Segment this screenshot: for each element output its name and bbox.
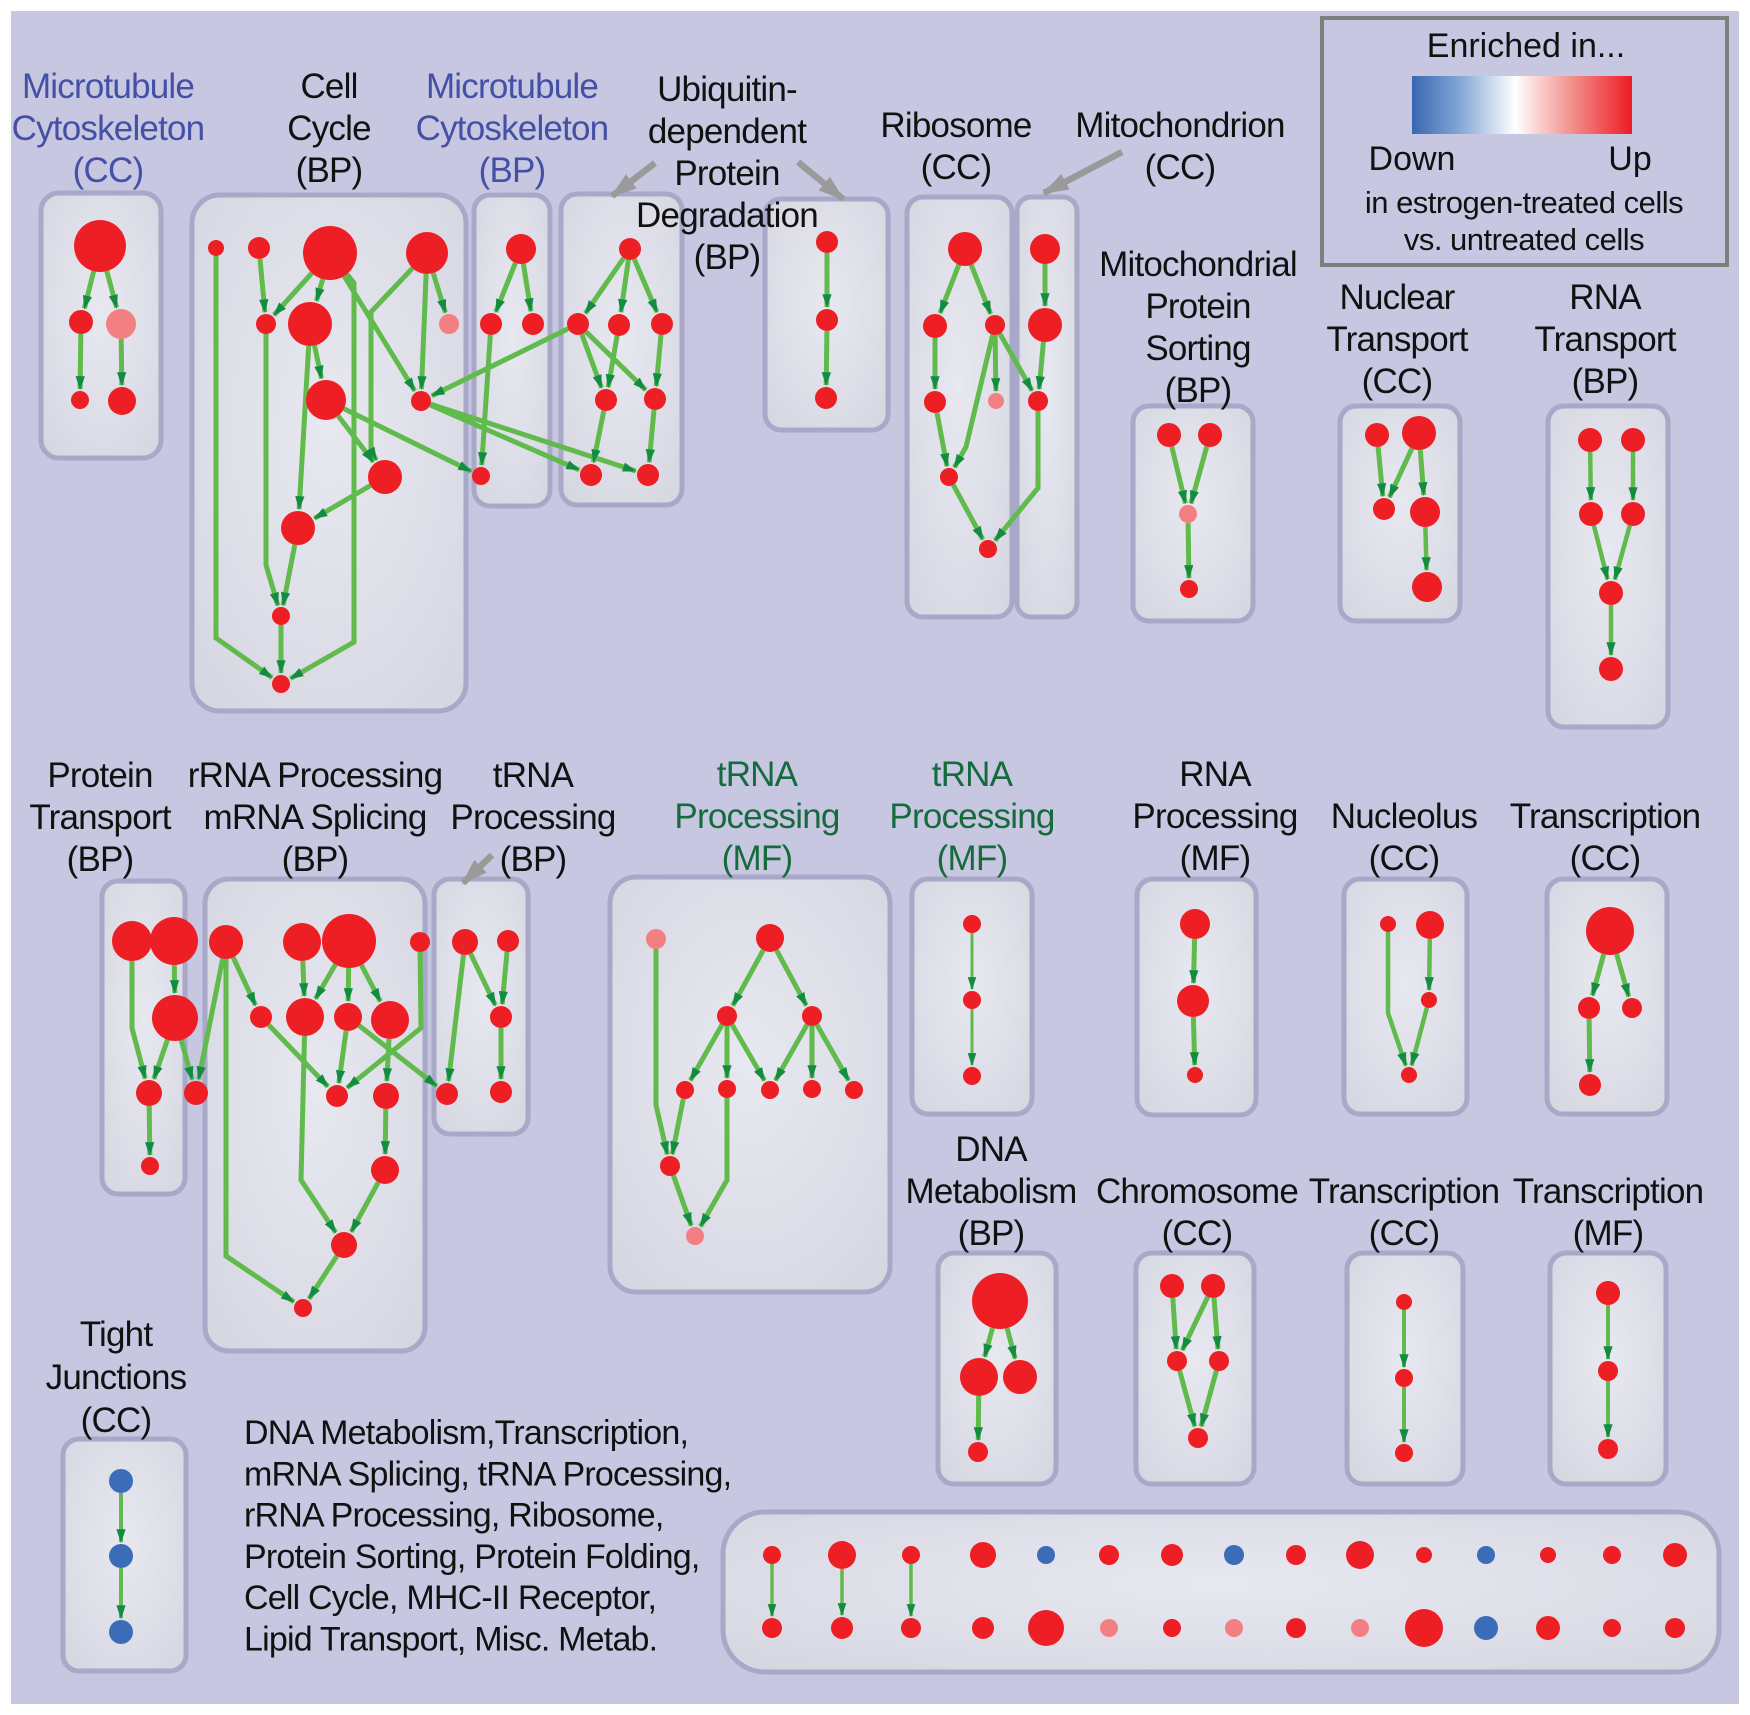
svg-text:Degradation: Degradation: [636, 196, 818, 235]
svg-text:(CC): (CC): [1369, 839, 1440, 878]
svg-text:dependent: dependent: [648, 112, 807, 151]
svg-text:(MF): (MF): [937, 839, 1008, 878]
svg-text:tRNA: tRNA: [932, 755, 1014, 794]
svg-text:Nucleolus: Nucleolus: [1331, 797, 1478, 836]
svg-text:Transcription: Transcription: [1513, 1172, 1704, 1211]
svg-text:(BP): (BP): [694, 238, 761, 277]
svg-text:Protein: Protein: [47, 756, 152, 795]
svg-text:(BP): (BP): [958, 1214, 1025, 1253]
svg-text:Microtubule: Microtubule: [426, 67, 598, 106]
svg-text:(CC): (CC): [1362, 362, 1433, 401]
svg-text:rRNA Processing: rRNA Processing: [188, 756, 442, 795]
svg-text:Up: Up: [1608, 140, 1651, 178]
svg-text:(BP): (BP): [1572, 362, 1639, 401]
svg-text:(CC): (CC): [1145, 148, 1216, 187]
svg-text:Metabolism: Metabolism: [906, 1172, 1077, 1211]
svg-text:(BP): (BP): [479, 151, 546, 190]
svg-text:(CC): (CC): [921, 148, 992, 187]
svg-text:(BP): (BP): [500, 840, 567, 879]
svg-text:(BP): (BP): [282, 840, 349, 879]
svg-text:Mitochondrion: Mitochondrion: [1075, 106, 1284, 145]
svg-text:DNA: DNA: [955, 1130, 1028, 1169]
svg-text:Mitochondrial: Mitochondrial: [1099, 245, 1297, 284]
svg-text:Processing: Processing: [674, 797, 839, 836]
svg-text:Sorting: Sorting: [1145, 329, 1250, 368]
svg-text:Processing: Processing: [889, 797, 1054, 836]
svg-text:mRNA Splicing, tRNA Processing: mRNA Splicing, tRNA Processing,: [244, 1455, 731, 1493]
svg-text:(CC): (CC): [1570, 839, 1641, 878]
svg-text:Down: Down: [1369, 140, 1456, 178]
svg-text:Transport: Transport: [1534, 320, 1676, 359]
svg-text:Cytoskeleton: Cytoskeleton: [12, 109, 205, 148]
svg-text:Cytoskeleton: Cytoskeleton: [416, 109, 609, 148]
svg-text:(CC): (CC): [81, 1401, 152, 1440]
svg-text:Cycle: Cycle: [287, 109, 371, 148]
svg-text:Chromosome: Chromosome: [1096, 1172, 1298, 1211]
svg-text:Ribosome: Ribosome: [880, 106, 1031, 145]
svg-text:Transport: Transport: [29, 798, 171, 837]
svg-text:Tight: Tight: [80, 1315, 154, 1354]
svg-text:(MF): (MF): [1180, 839, 1251, 878]
svg-text:Protein Sorting, Protein Foldi: Protein Sorting, Protein Folding,: [244, 1538, 700, 1576]
svg-text:Protein: Protein: [1145, 287, 1250, 326]
svg-text:(MF): (MF): [1573, 1214, 1644, 1253]
svg-text:Enriched in...: Enriched in...: [1427, 27, 1625, 65]
svg-text:tRNA: tRNA: [717, 755, 799, 794]
svg-text:rRNA Processing, Ribosome,: rRNA Processing, Ribosome,: [244, 1497, 663, 1535]
svg-text:Processing: Processing: [450, 798, 615, 837]
svg-text:Junctions: Junctions: [46, 1358, 187, 1397]
svg-text:(CC): (CC): [1162, 1214, 1233, 1253]
svg-text:(BP): (BP): [67, 840, 134, 879]
svg-text:mRNA Splicing: mRNA Splicing: [203, 798, 426, 837]
svg-text:DNA Metabolism,Transcription,: DNA Metabolism,Transcription,: [244, 1414, 688, 1452]
svg-text:(BP): (BP): [296, 151, 363, 190]
svg-text:Nuclear: Nuclear: [1339, 278, 1455, 317]
svg-text:Transcription: Transcription: [1309, 1172, 1500, 1211]
svg-text:(MF): (MF): [722, 839, 793, 878]
svg-text:Lipid Transport, Misc. Metab.: Lipid Transport, Misc. Metab.: [244, 1621, 657, 1659]
svg-text:(CC): (CC): [1369, 1214, 1440, 1253]
svg-text:(BP): (BP): [1165, 371, 1232, 410]
svg-text:in estrogen-treated cells: in estrogen-treated cells: [1365, 185, 1683, 220]
svg-text:Transcription: Transcription: [1510, 797, 1701, 836]
svg-text:(CC): (CC): [73, 151, 144, 190]
svg-text:Microtubule: Microtubule: [22, 67, 194, 106]
svg-text:Cell Cycle, MHC-II Receptor,: Cell Cycle, MHC-II Receptor,: [244, 1579, 656, 1617]
svg-text:Protein: Protein: [674, 154, 779, 193]
svg-text:RNA: RNA: [1569, 278, 1642, 317]
svg-text:Transport: Transport: [1326, 320, 1468, 359]
svg-text:Ubiquitin-: Ubiquitin-: [657, 70, 797, 109]
svg-text:RNA: RNA: [1179, 755, 1252, 794]
svg-text:tRNA: tRNA: [493, 756, 575, 795]
svg-text:Cell: Cell: [300, 67, 357, 106]
svg-text:Processing: Processing: [1132, 797, 1297, 836]
svg-text:vs. untreated cells: vs. untreated cells: [1404, 222, 1644, 257]
